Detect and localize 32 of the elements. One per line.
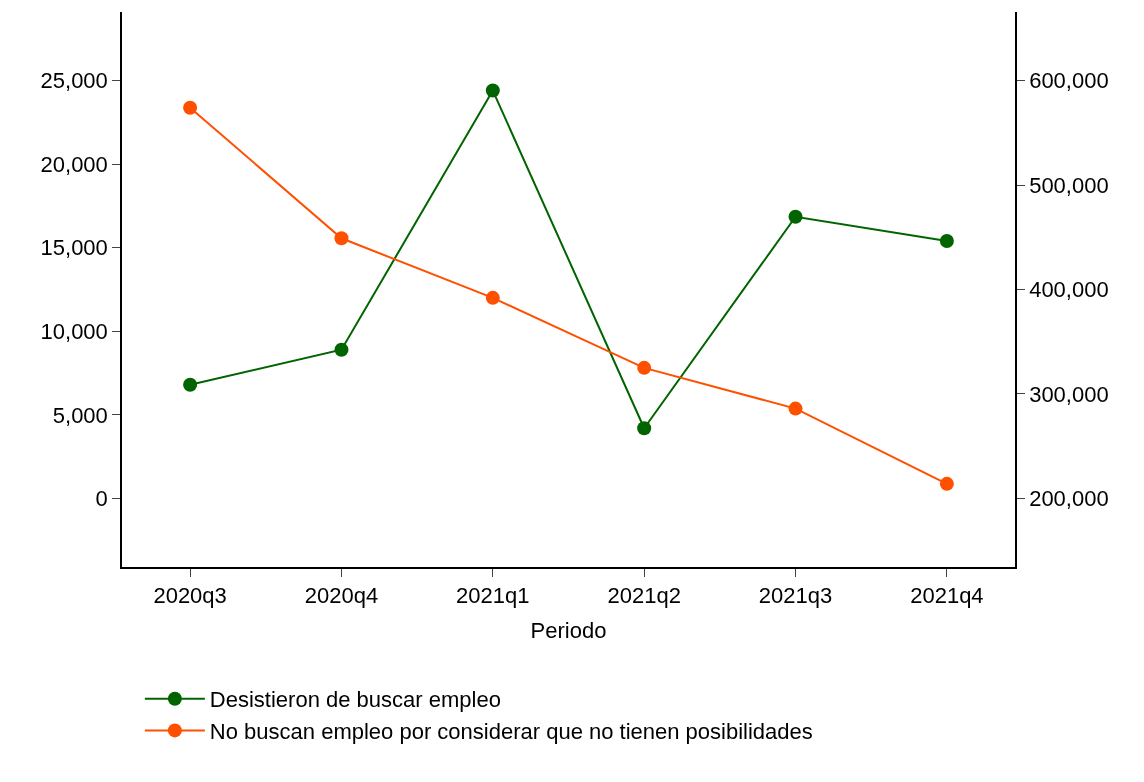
- x-tick-label: 2020q4: [304, 583, 379, 609]
- y2-tick-label: 600,000: [1029, 68, 1109, 94]
- x-tick-label: 2021q4: [910, 583, 984, 609]
- point: [334, 342, 349, 357]
- point: [183, 377, 198, 392]
- point: [183, 100, 198, 115]
- x-tick-label: 2020q3: [153, 583, 227, 609]
- legend-label: No buscan empleo por considerar que no tienen posibilidades: [209, 718, 813, 744]
- y-tick-label: 20,000: [40, 151, 108, 177]
- point: [637, 421, 652, 436]
- y-tick-label: 15,000: [40, 235, 108, 261]
- point: [788, 401, 803, 416]
- point: [637, 360, 652, 375]
- y-tick-label: 5,000: [52, 402, 108, 428]
- y2-tick-label: 200,000: [1029, 486, 1109, 512]
- point: [939, 476, 954, 491]
- y-tick-label: 25,000: [40, 68, 108, 94]
- y2-tick-label: 300,000: [1029, 381, 1109, 407]
- y2-tick-label: 400,000: [1029, 277, 1109, 303]
- x-tick-label: 2021q1: [456, 583, 530, 609]
- y-tick-label: 0: [95, 486, 108, 512]
- legend-label: Desistieron de buscar empleo: [209, 687, 501, 713]
- x-tick-label: 2021q3: [758, 583, 833, 609]
- point: [788, 209, 803, 224]
- point: [334, 231, 349, 246]
- y-tick-label: 10,000: [40, 318, 108, 344]
- point: [485, 83, 500, 98]
- y2-tick-label: 500,000: [1029, 172, 1109, 198]
- x-axis-title: Periodo: [530, 617, 607, 643]
- point: [939, 234, 954, 249]
- x-tick-label: 2021q2: [607, 583, 681, 609]
- point: [485, 290, 500, 305]
